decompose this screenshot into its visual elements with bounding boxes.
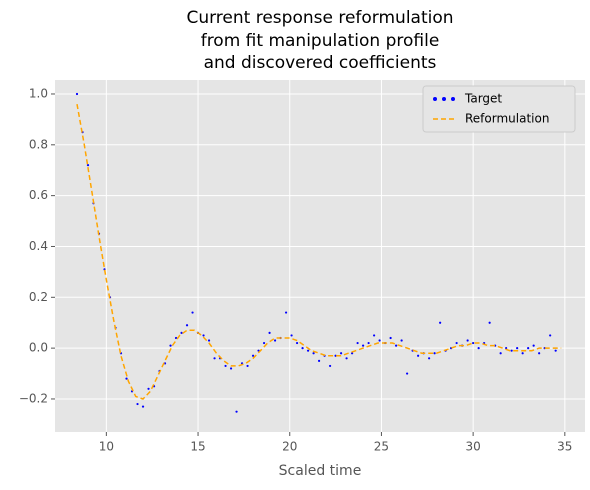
point [290,334,293,337]
point [262,341,266,345]
point [356,341,359,345]
point [185,324,189,327]
x-tick-label: 10 [99,440,114,454]
legend-label: Target [464,92,502,106]
x-tick-label: 35 [557,440,572,454]
point [439,321,442,324]
legend: Target Reformulation [422,85,576,133]
point [466,339,469,342]
chart-title: from fit manipulation profile [201,31,440,51]
point [339,352,343,355]
point [202,334,205,337]
y-tick-label: 0.2 [29,290,48,304]
point [516,347,519,350]
point [510,349,513,352]
point [163,362,167,365]
point [191,311,194,314]
chart-title: and discovered coefficients [204,53,437,73]
point [273,339,277,342]
point [251,354,255,357]
point [378,339,381,342]
point [477,347,480,350]
point [428,357,431,360]
point [538,352,541,355]
point [527,347,530,350]
point [141,405,145,408]
point [417,354,420,357]
point [350,352,354,355]
point [312,352,315,355]
x-axis-label: Scaled time [279,463,362,479]
point [224,364,227,368]
y-tick-label: 0.0 [29,341,48,355]
point [86,164,90,167]
point [317,359,321,362]
point [400,339,403,342]
point [229,367,233,370]
legend-marker [451,97,455,101]
legend-marker [433,97,437,101]
point [373,334,376,337]
y-tick-label: 1.0 [29,86,48,100]
point [268,331,271,334]
point [235,410,238,413]
x-tick-label: 30 [465,440,480,454]
y-tick-label: 0.6 [29,188,48,202]
point [328,364,332,368]
point [284,311,288,314]
point [532,344,535,347]
plot-area [55,80,585,432]
y-tick-label: 0.8 [29,137,48,151]
legend-label: Reformulation [465,112,549,126]
point [367,341,370,345]
point [389,336,392,340]
point [455,341,458,345]
chart-title: Current response reformulation [186,8,453,28]
point [306,349,310,352]
point [505,347,508,350]
point [472,341,475,345]
legend-box [422,85,576,133]
x-tick-label: 25 [374,440,389,454]
point [499,352,502,355]
point [147,387,150,390]
point [345,357,348,360]
point [75,92,79,96]
legend-marker [442,97,446,101]
x-tick-label: 20 [282,440,297,454]
point [136,402,139,406]
point [361,344,365,347]
point [554,349,557,352]
point [295,341,299,345]
point [180,331,183,334]
point [207,339,211,342]
point [549,334,552,337]
point [521,352,524,355]
y-tick-label: −0.2 [19,391,48,405]
point [395,344,398,347]
point [125,377,128,380]
point [246,364,249,368]
point [301,347,304,350]
point [406,372,409,375]
x-tick-label: 15 [190,440,205,454]
point [433,352,436,355]
point [213,357,216,360]
y-tick-label: 0.4 [29,239,48,253]
point [488,321,491,324]
point [169,344,172,347]
